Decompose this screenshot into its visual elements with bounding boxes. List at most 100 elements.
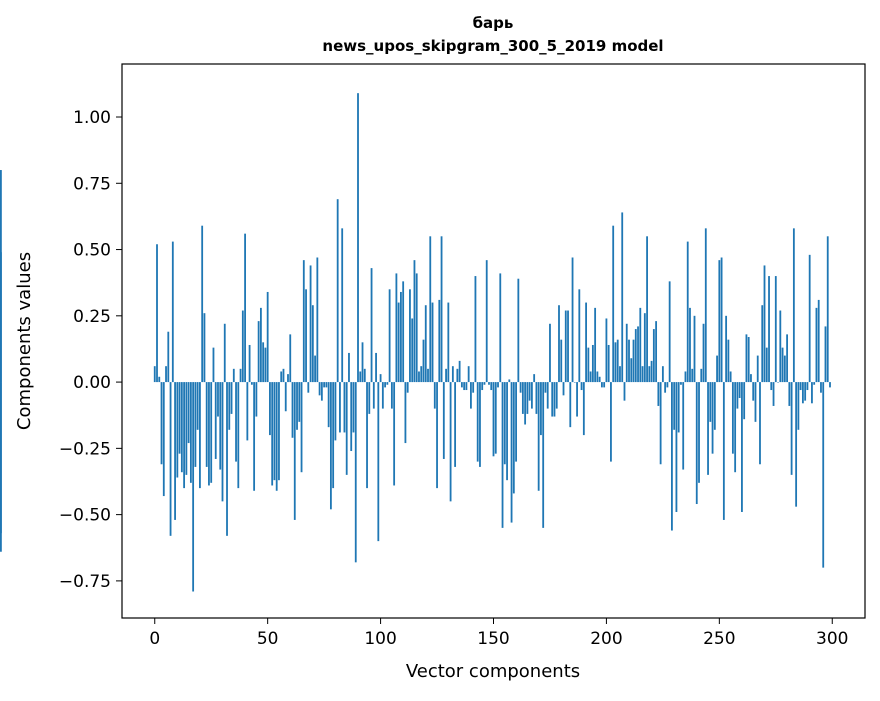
bar-34 (230, 382, 233, 414)
bar-148 (488, 382, 490, 385)
bar-279 (783, 355, 786, 383)
bar-261 (743, 382, 746, 420)
x-axis-label: Vector components (406, 661, 580, 682)
bar-161 (517, 278, 520, 383)
x-tick-label-100: 100 (364, 629, 396, 649)
bar-206 (619, 366, 621, 383)
bar-97 (372, 382, 375, 409)
bar-224 (659, 382, 662, 465)
x-tick-label-0: 0 (149, 629, 160, 649)
bar-67 (305, 289, 307, 383)
bar-226 (664, 382, 667, 393)
bar-9 (174, 382, 176, 520)
bar-175 (549, 323, 551, 383)
bar-277 (779, 310, 782, 383)
bar-63 (296, 382, 298, 430)
y-tick-label-7: 1.00 (73, 108, 111, 128)
bar-209 (625, 323, 628, 383)
bar-233 (680, 382, 682, 385)
bar-4 (162, 382, 165, 497)
bar-117 (418, 371, 420, 383)
bar-290 (808, 254, 811, 383)
bar-219 (648, 366, 651, 383)
y-tick-label-6: 0.75 (73, 174, 111, 194)
bar-218 (646, 236, 648, 383)
bar-208 (623, 382, 626, 401)
bar-204 (614, 342, 617, 383)
bar-88 (352, 382, 355, 433)
bar-142 (474, 276, 477, 383)
bar-181 (562, 382, 565, 396)
bar-112 (406, 382, 409, 393)
bar-190 (582, 382, 585, 436)
bar-278 (781, 347, 784, 383)
bar-295 (820, 382, 822, 393)
bar-124 (433, 382, 436, 409)
bar-225 (661, 366, 664, 383)
bar-46 (257, 321, 260, 383)
bar-259 (738, 382, 741, 398)
bar-54 (275, 382, 278, 491)
x-axis-ticks: 0 50 100 150 200 250 300 (149, 618, 848, 649)
bar-74 (320, 382, 323, 401)
bar-39 (241, 310, 244, 383)
bar-210 (628, 339, 630, 383)
bar-160 (515, 382, 517, 462)
bar-162 (519, 382, 522, 393)
bar-47 (259, 307, 262, 383)
bar-70 (311, 305, 314, 383)
bar-133 (454, 382, 457, 467)
bar-242 (700, 368, 703, 383)
bar-11 (178, 382, 181, 454)
bar-159 (512, 382, 515, 494)
bar-115 (413, 260, 416, 383)
bar-134 (456, 368, 459, 383)
bar-285 (797, 382, 800, 430)
bar-156 (506, 382, 508, 481)
bar-177 (553, 382, 556, 417)
bar-44 (253, 382, 256, 491)
x-tick-label-50: 50 (257, 629, 279, 649)
bar-21 (201, 225, 204, 383)
bar-282 (790, 382, 793, 475)
bar-55 (278, 382, 280, 481)
bar-69 (309, 265, 312, 383)
y-tick-label-4: 0.25 (73, 307, 111, 327)
bar-103 (386, 382, 389, 385)
chart-subtitle: news_upos_skipgram_300_5_2019 model (322, 37, 663, 55)
bar-37 (237, 382, 240, 489)
bar-188 (578, 289, 581, 383)
bar-83 (341, 228, 344, 383)
bar-80 (334, 382, 337, 441)
bar-243 (702, 323, 705, 383)
bar-73 (318, 382, 321, 396)
bar-19 (196, 382, 199, 430)
bar-84 (343, 382, 346, 433)
bar-185 (571, 257, 574, 383)
bar-214 (637, 326, 639, 383)
bar-23 (205, 382, 208, 467)
bar-38 (239, 368, 242, 383)
bar-27 (214, 382, 217, 459)
bar-62 (293, 382, 296, 520)
bar-90 (357, 93, 359, 383)
bar-30 (221, 382, 224, 502)
bar-268 (759, 382, 761, 465)
bar-199 (603, 382, 606, 388)
bar-145 (481, 382, 484, 391)
bar-59 (287, 374, 289, 383)
bar-36 (235, 382, 237, 462)
bar-232 (677, 382, 680, 433)
bar-94 (366, 382, 368, 489)
bar-260 (741, 382, 743, 512)
bar-247 (711, 382, 714, 454)
bar-197 (598, 376, 601, 383)
bar-68 (307, 382, 310, 393)
bar-273 (770, 382, 773, 391)
bar-147 (485, 260, 488, 383)
bar-77 (327, 382, 330, 428)
bar-6 (167, 331, 170, 383)
bar-151 (494, 382, 497, 454)
bar-235 (684, 371, 687, 383)
bar-241 (698, 382, 700, 483)
